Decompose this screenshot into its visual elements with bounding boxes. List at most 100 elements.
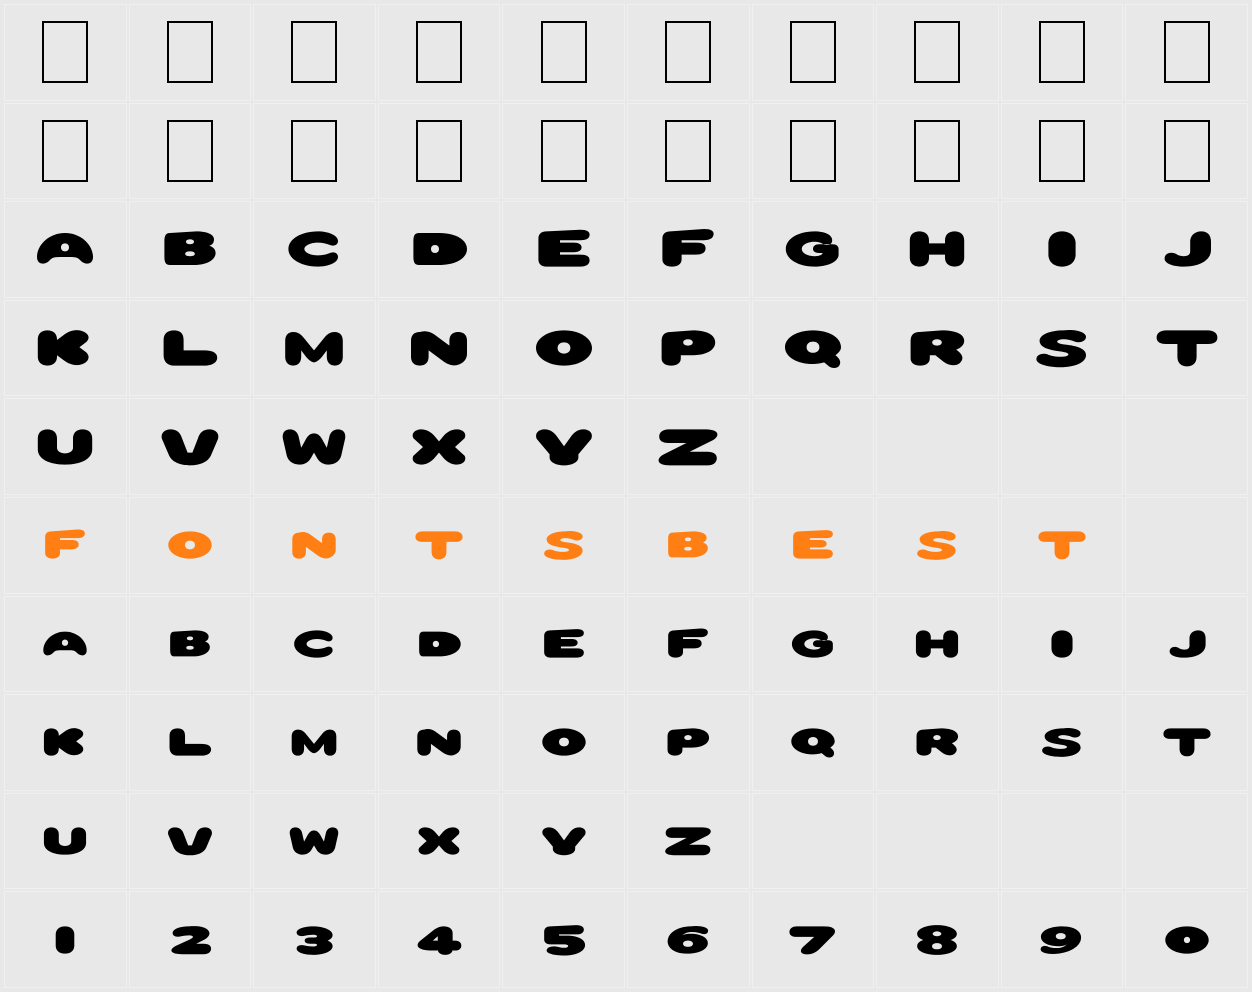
glyph-cell[interactable]	[253, 398, 376, 495]
glyph-cell[interactable]	[1125, 103, 1248, 200]
glyph-cell[interactable]	[253, 103, 376, 200]
glyph-cell[interactable]	[378, 596, 501, 693]
glyph-cell[interactable]	[1001, 201, 1124, 298]
glyph-cell[interactable]	[876, 497, 999, 594]
glyph-cell[interactable]	[627, 201, 750, 298]
glyph-cell[interactable]	[129, 300, 252, 397]
glyph-cell[interactable]	[627, 497, 750, 594]
glyph-cell[interactable]	[1125, 4, 1248, 101]
glyph-cell[interactable]	[4, 891, 127, 988]
glyph-cell[interactable]	[502, 201, 625, 298]
glyph-cell[interactable]	[1125, 201, 1248, 298]
glyph-cell[interactable]	[502, 596, 625, 693]
glyph-cell[interactable]	[876, 793, 999, 890]
glyph-cell[interactable]	[129, 201, 252, 298]
glyph-cell[interactable]	[1001, 398, 1124, 495]
glyph-cell[interactable]	[1001, 103, 1124, 200]
glyph-cell[interactable]	[129, 497, 252, 594]
glyph-cell[interactable]	[502, 4, 625, 101]
glyph-cell[interactable]	[4, 497, 127, 594]
glyph-cell[interactable]	[502, 103, 625, 200]
glyph-cell[interactable]	[752, 793, 875, 890]
glyph-cell[interactable]	[253, 4, 376, 101]
glyph-cell[interactable]	[627, 300, 750, 397]
glyph-cell[interactable]	[4, 694, 127, 791]
glyph-cell[interactable]	[253, 694, 376, 791]
glyph-cell[interactable]	[4, 4, 127, 101]
glyph-cell[interactable]	[378, 793, 501, 890]
glyph-cell[interactable]	[4, 398, 127, 495]
glyph-cell[interactable]	[129, 694, 252, 791]
glyph-cell[interactable]	[502, 398, 625, 495]
glyph-cell[interactable]	[627, 694, 750, 791]
glyph-cell[interactable]	[876, 201, 999, 298]
glyph-cell[interactable]	[1125, 300, 1248, 397]
glyph-cell[interactable]	[627, 398, 750, 495]
glyph-cell[interactable]	[1125, 398, 1248, 495]
glyph-cell[interactable]	[378, 300, 501, 397]
glyph-cell[interactable]	[1001, 891, 1124, 988]
glyph-cell[interactable]	[752, 596, 875, 693]
glyph-cell[interactable]	[4, 793, 127, 890]
glyph-cell[interactable]	[129, 398, 252, 495]
glyph-cell[interactable]	[378, 398, 501, 495]
glyph-cell[interactable]	[378, 4, 501, 101]
glyph-cell[interactable]	[1125, 497, 1248, 594]
glyph-cell[interactable]	[1125, 793, 1248, 890]
glyph-cell[interactable]	[876, 694, 999, 791]
glyph-cell[interactable]	[4, 300, 127, 397]
glyph-cell[interactable]	[752, 694, 875, 791]
glyph-cell[interactable]	[752, 201, 875, 298]
glyph-cell[interactable]	[253, 201, 376, 298]
glyph-cell[interactable]	[876, 398, 999, 495]
glyph-cell[interactable]	[752, 398, 875, 495]
glyph-cell[interactable]	[1001, 793, 1124, 890]
glyph-cell[interactable]	[253, 891, 376, 988]
glyph-cell[interactable]	[4, 596, 127, 693]
glyph-cell[interactable]	[876, 891, 999, 988]
glyph-cell[interactable]	[129, 103, 252, 200]
glyph-cell[interactable]	[253, 793, 376, 890]
glyph-cell[interactable]	[627, 103, 750, 200]
glyph-cell[interactable]	[502, 891, 625, 988]
glyph-cell[interactable]	[1001, 596, 1124, 693]
glyph-cell[interactable]	[627, 793, 750, 890]
glyph-cell[interactable]	[378, 103, 501, 200]
glyph-cell[interactable]	[876, 4, 999, 101]
glyph-cell[interactable]	[1125, 694, 1248, 791]
glyph-cell[interactable]	[129, 891, 252, 988]
glyph-cell[interactable]	[627, 596, 750, 693]
glyph-cell[interactable]	[1001, 4, 1124, 101]
glyph-cell[interactable]	[129, 4, 252, 101]
glyph-cell[interactable]	[502, 793, 625, 890]
glyph-cell[interactable]	[752, 300, 875, 397]
glyph-cell[interactable]	[1125, 891, 1248, 988]
glyph-cell[interactable]	[752, 4, 875, 101]
glyph-cell[interactable]	[4, 201, 127, 298]
glyph-cell[interactable]	[378, 891, 501, 988]
glyph-cell[interactable]	[253, 596, 376, 693]
glyph-cell[interactable]	[1001, 694, 1124, 791]
glyph-cell[interactable]	[378, 201, 501, 298]
glyph-cell[interactable]	[752, 497, 875, 594]
glyph-cell[interactable]	[378, 497, 501, 594]
glyph-cell[interactable]	[253, 300, 376, 397]
glyph-cell[interactable]	[876, 596, 999, 693]
glyph-cell[interactable]	[1125, 596, 1248, 693]
glyph-cell[interactable]	[876, 300, 999, 397]
glyph-cell[interactable]	[502, 497, 625, 594]
glyph-cell[interactable]	[627, 891, 750, 988]
glyph-cell[interactable]	[876, 103, 999, 200]
glyph-cell[interactable]	[253, 497, 376, 594]
glyph-cell[interactable]	[378, 694, 501, 791]
glyph-cell[interactable]	[129, 596, 252, 693]
glyph-cell[interactable]	[627, 4, 750, 101]
glyph-cell[interactable]	[752, 891, 875, 988]
glyph-cell[interactable]	[502, 300, 625, 397]
glyph-cell[interactable]	[1001, 300, 1124, 397]
glyph-cell[interactable]	[4, 103, 127, 200]
glyph-cell[interactable]	[752, 103, 875, 200]
glyph-cell[interactable]	[1001, 497, 1124, 594]
glyph-cell[interactable]	[129, 793, 252, 890]
glyph-cell[interactable]	[502, 694, 625, 791]
